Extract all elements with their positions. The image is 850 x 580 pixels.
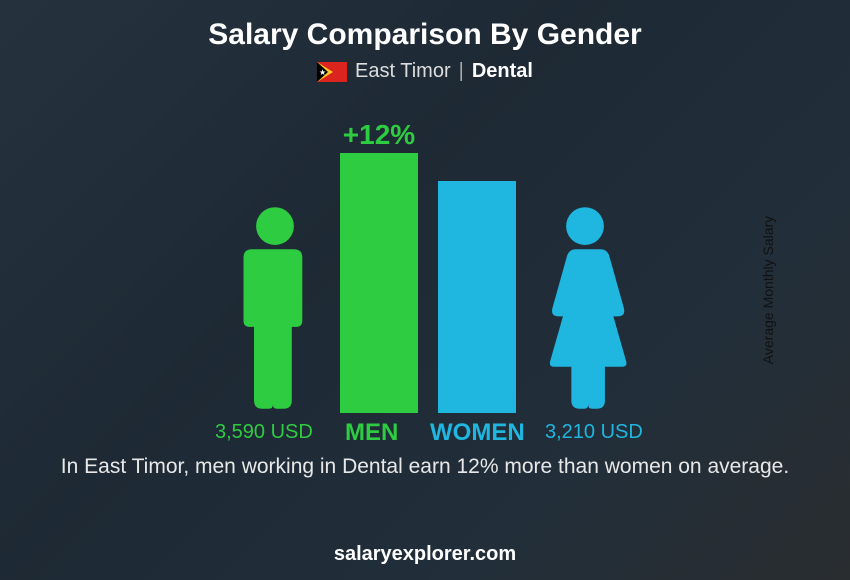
man-icon (230, 203, 320, 413)
subtitle-row: ★ East Timor | Dental (0, 60, 850, 83)
men-category-label: MEN (345, 419, 398, 447)
yaxis-label: Average Monthly Salary (760, 216, 776, 364)
caption-text: In East Timor, men working in Dental ear… (60, 453, 790, 481)
woman-icon (535, 203, 635, 413)
women-category-label: WOMEN (430, 419, 525, 447)
subtitle-divider: | (459, 60, 464, 83)
percent-diff-label: +12% (340, 119, 418, 151)
men-value-label: 3,590 USD (215, 421, 313, 444)
category-label: Dental (472, 60, 533, 83)
women-bar (438, 181, 516, 413)
flag-icon: ★ (317, 62, 347, 82)
women-value-label: 3,210 USD (545, 421, 643, 444)
country-label: East Timor (355, 60, 451, 83)
men-bar (340, 153, 418, 413)
chart-area: +12% 3,590 USD MEN WOMEN 3,210 USD (145, 103, 705, 443)
page-title: Salary Comparison By Gender (0, 0, 850, 52)
source-label: salaryexplorer.com (0, 543, 850, 566)
